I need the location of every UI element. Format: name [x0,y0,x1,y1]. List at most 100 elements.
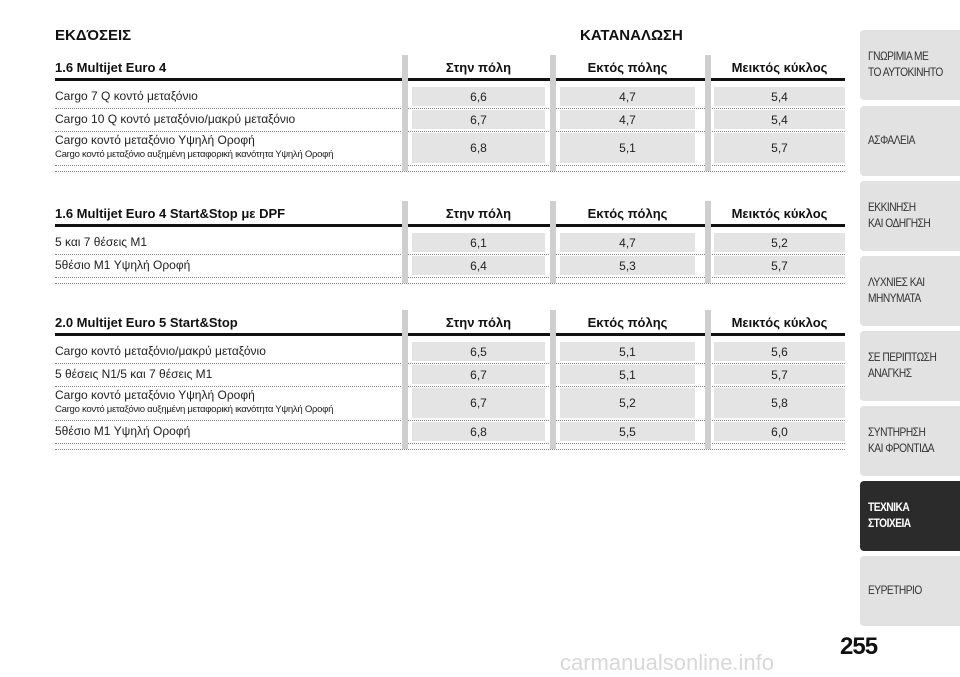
column-header: Στην πόλη [445,206,512,221]
value: 6,5 [470,344,487,359]
sidebar-tab-label: ΕΥΡΕΤΗΡΙΟ [868,583,922,597]
row-divider [55,386,845,387]
column-header: Εκτός πόλης [587,315,668,330]
value-cell-bg [412,133,545,163]
sidebar-tab[interactable] [860,406,960,476]
sidebar-tab-label: ΕΚΚΙΝΗΣΗ [868,200,916,214]
value: 5,5 [619,424,636,439]
row-label: 5θέσιο M1 Υψηλή Οροφή [55,258,191,272]
value-cell-bg [412,110,545,129]
section-title: 2.0 Multijet Euro 5 Start&Stop [55,315,238,330]
value-cell-bg [412,342,545,361]
section-end [55,283,845,284]
value-cell-bg [714,233,845,252]
value-cell-bg [560,256,695,275]
column-bar [705,310,711,449]
header-rule [55,224,845,227]
value: 6,0 [771,424,788,439]
value: 5,4 [771,112,788,127]
row-sublabel: Cargo κοντό μεταξόνιο αυξημένη μεταφορικ… [55,149,334,160]
value-cell-bg [714,388,845,418]
header-rule [55,78,845,81]
value-cell-bg [714,87,845,106]
row-label: Cargo κοντό μεταξόνιο/μακρύ μεταξόνιο [55,344,266,358]
row-sublabel: Cargo κοντό μεταξόνιο αυξημένη μεταφορικ… [55,404,334,415]
row-divider [55,254,845,255]
value: 5,2 [619,396,636,410]
value: 6,8 [470,424,487,439]
value-cell-bg [560,365,695,384]
sidebar-tab-label: ΤΟ ΑΥΤΟΚΙΝΗΤΟ [868,65,943,79]
sidebar-tab[interactable] [860,481,960,551]
sidebar-tab-label: ΤΕΧΝΙΚΑ [868,500,910,514]
sidebar-tab-label: ΣΕ ΠΕΡΙΠΤΩΣΗ [868,350,937,364]
value: 6,7 [470,367,487,382]
column-header: Εκτός πόλης [587,206,668,221]
value: 5,8 [771,396,788,410]
sidebar-tab-label: ΑΝΑΓΚΗΣ [868,366,912,380]
row-label: Cargo κοντό μεταξόνιο Υψηλή Οροφή [55,133,255,147]
column-bar [550,55,556,171]
sidebar-tab-label: ΓΝΩΡΙΜΙΑ ΜΕ [868,49,929,63]
value-cell-bg [714,133,845,163]
value: 6,8 [470,141,487,155]
column-bar [705,201,711,283]
value-cell-bg [412,256,545,275]
column-bar [402,55,408,171]
sidebar-tab[interactable] [860,256,960,326]
column-header: Στην πόλη [445,60,512,75]
header-rule [55,333,845,336]
section-title: 1.6 Multijet Euro 4 Start&Stop με DPF [55,206,286,221]
value-cell-bg [412,388,545,418]
value: 6,4 [470,258,487,273]
sidebar-tab[interactable] [860,30,960,100]
value: 6,6 [470,89,487,104]
value: 5,3 [619,258,636,273]
sidebar-tab[interactable] [860,556,960,626]
header-right: ΚΑΤΑΝΑΛΩΣΗ [580,27,683,44]
sidebar-tab-label: ΚΑΙ ΦΡΟΝΤΙΔΑ [868,441,935,455]
row-label: Cargo 7 Q κοντό μεταξόνιο [55,89,198,103]
value-cell-bg [412,365,545,384]
sidebar-tab-label: ΣΤΟΙΧΕΙΑ [868,516,911,530]
value-cell-bg [714,365,845,384]
sidebar-tab[interactable] [860,181,960,251]
value: 6,7 [470,396,487,410]
row-divider [55,108,845,109]
value: 5,7 [771,367,788,382]
sidebar-tab-label: ΜΗΝΥΜΑΤΑ [868,291,921,305]
value: 5,2 [771,235,788,250]
value: 5,7 [771,258,788,273]
column-header: Στην πόλη [445,315,512,330]
row-divider [55,420,845,421]
sidebar-tab-label: ΣΥΝΤΗΡΗΣΗ [868,425,926,439]
row-divider [55,131,845,132]
value: 5,1 [619,141,636,155]
section-title: 1.6 Multijet Euro 4 [55,60,167,75]
value: 4,7 [619,89,636,104]
sidebar-tab[interactable] [860,106,960,176]
value: 6,1 [470,235,487,250]
row-label: 5θέσιο M1 Υψηλή Οροφή [55,424,191,438]
watermark: carmanualsonline.info [560,650,775,675]
column-header: Μεικτός κύκλος [731,60,828,75]
row-divider [55,363,845,364]
value-cell-bg [560,133,695,163]
value: 5,7 [771,141,788,155]
value-cell-bg [714,256,845,275]
row-label: 5 θέσεις N1/5 και 7 θέσεις M1 [55,367,213,381]
section-end [55,171,845,172]
row-divider [55,443,845,444]
value: 6,7 [470,112,487,127]
value: 5,6 [771,344,788,359]
value-cell-bg [560,233,695,252]
header-left: ΕΚΔΌΣΕΙΣ [55,27,132,44]
value-cell-bg [412,422,545,441]
column-header: Μεικτός κύκλος [731,315,828,330]
column-bar [705,55,711,171]
page-number: 255 [840,633,878,660]
sidebar-tab[interactable] [860,331,960,401]
column-bar [402,201,408,283]
row-divider [55,165,845,166]
value: 5,4 [771,89,788,104]
